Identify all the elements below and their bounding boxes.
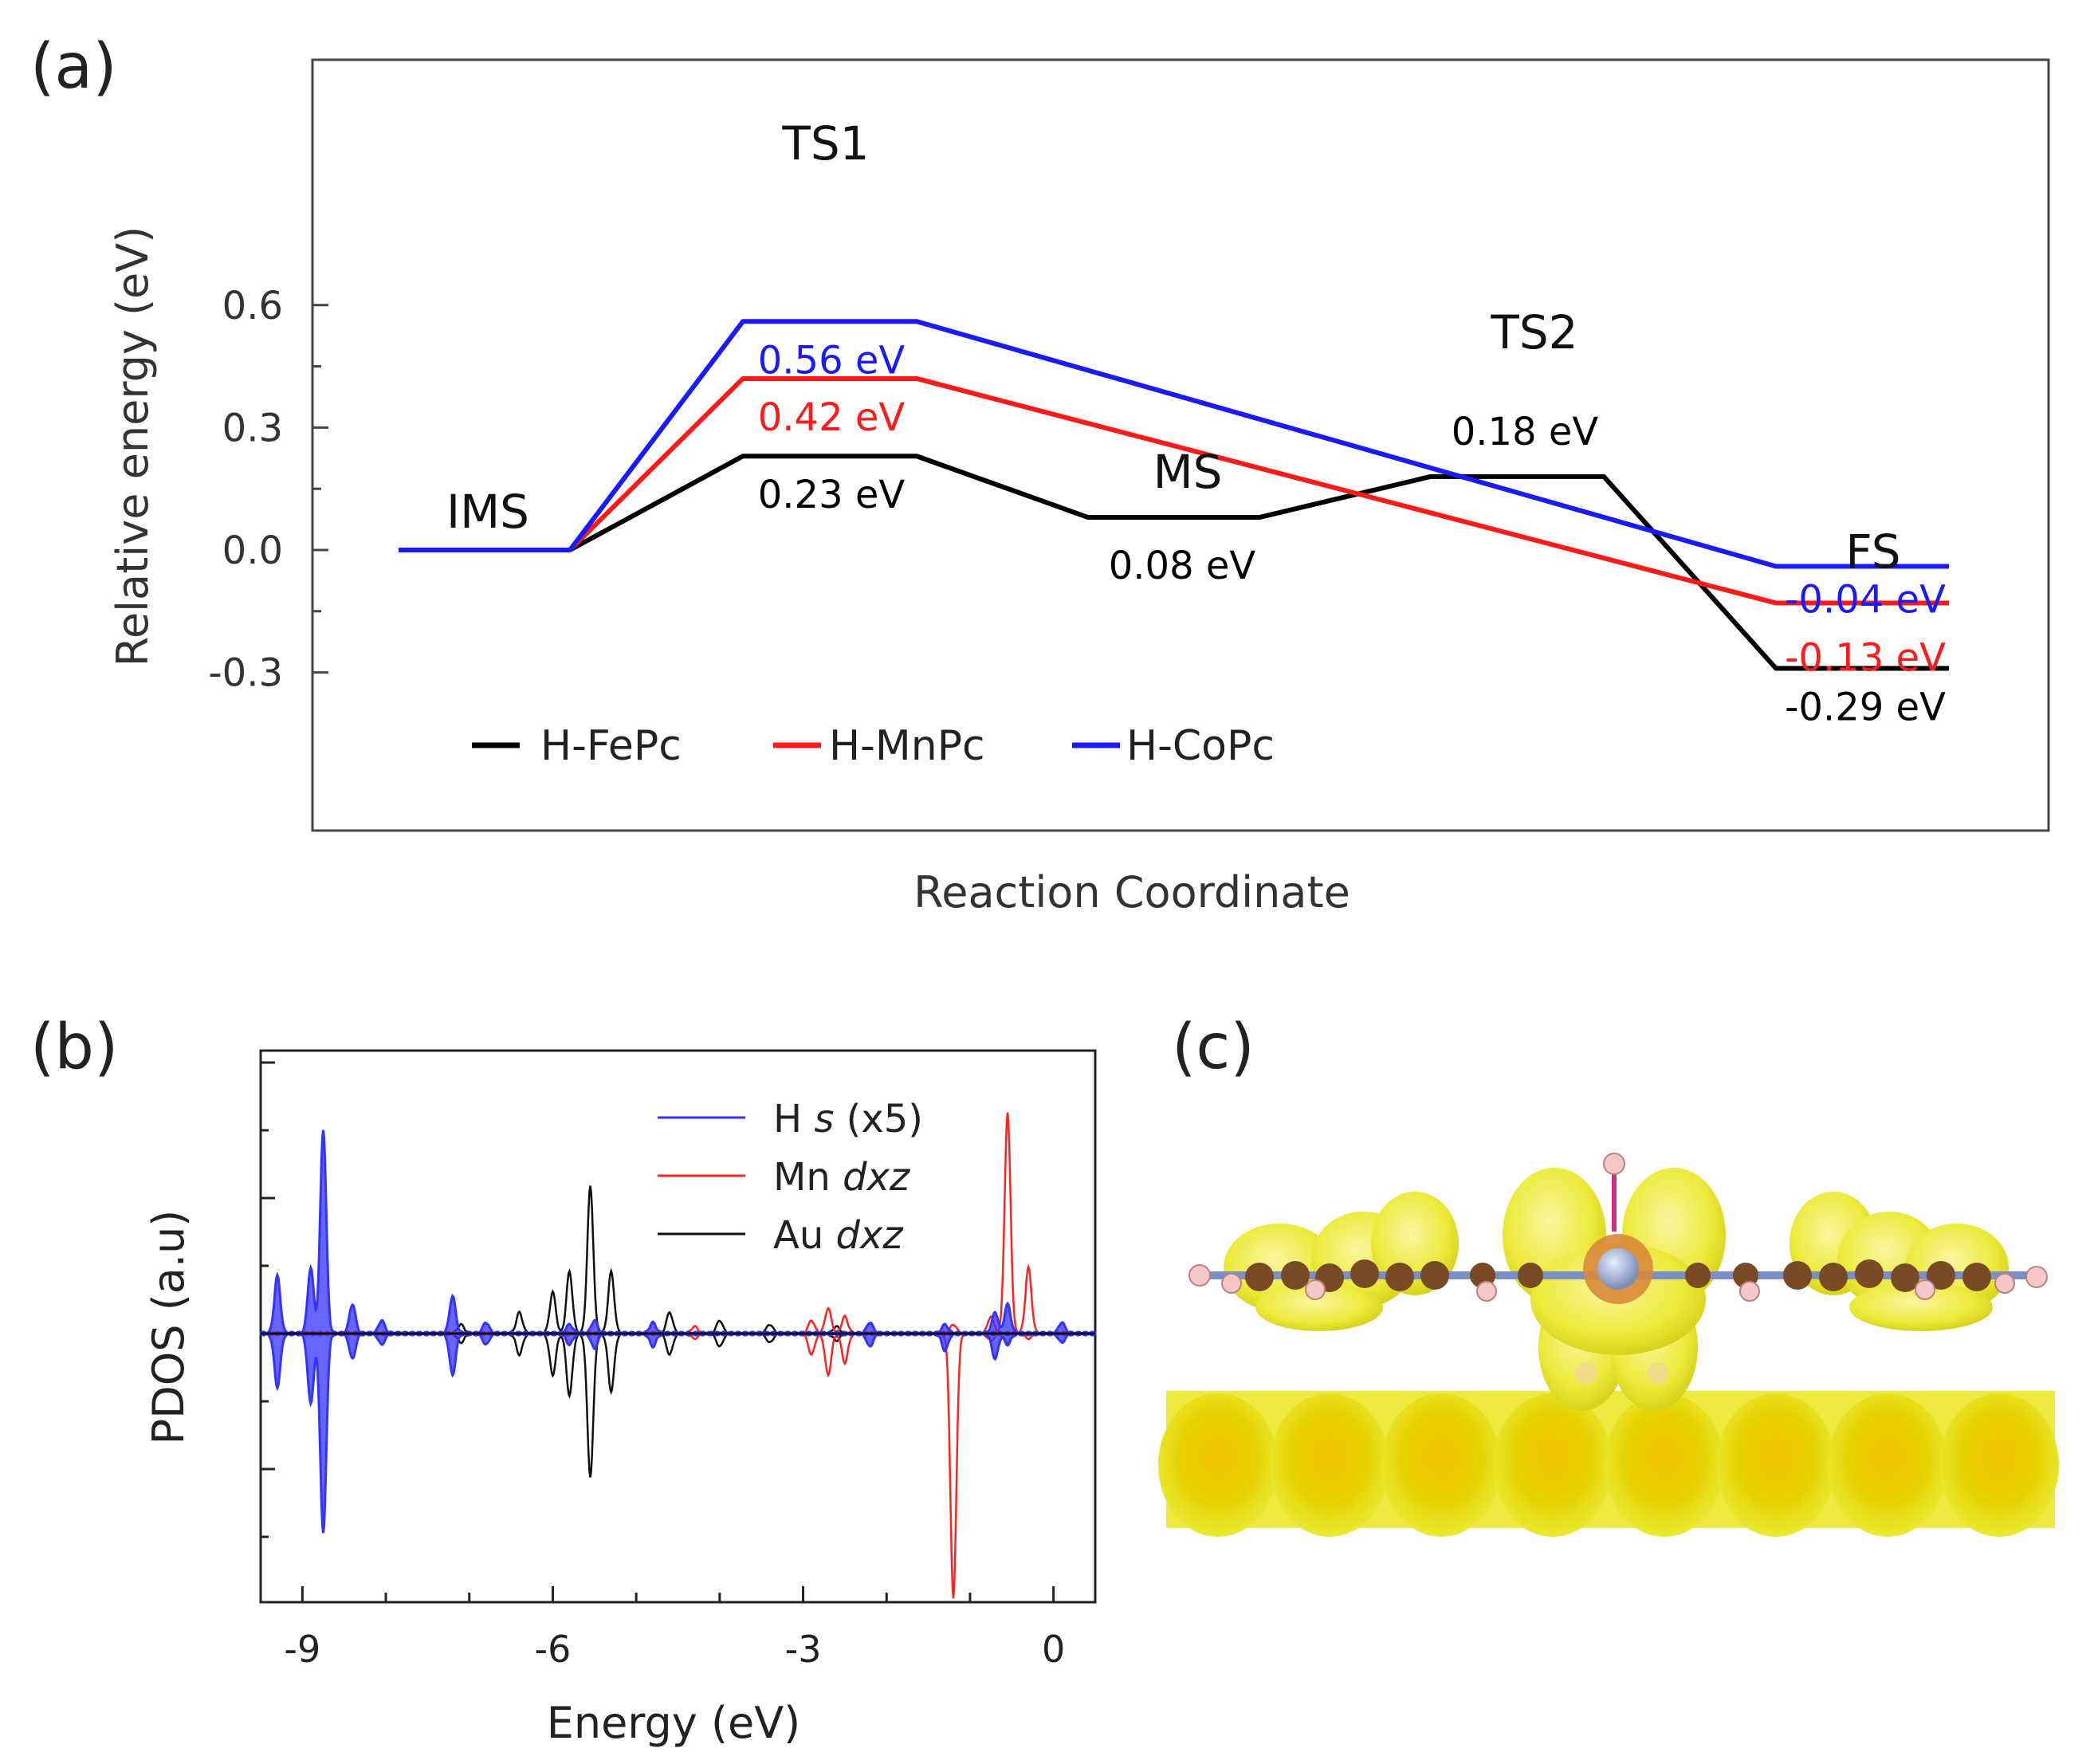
energy-label-h-fepc-ts1: 0.23 eV [758,473,906,517]
c-atom-6 [1420,1261,1449,1290]
gold-substrate-layer [1158,1391,2059,1537]
state-label-ims: IMS [446,485,529,539]
mn-atom [1597,1248,1639,1290]
h-atom-left-end [1188,1264,1211,1287]
phthalocyanine-molecule [1188,1153,2048,1385]
au-atom-4 [1493,1393,1613,1537]
legend-b: H s (x5) Mn dxz Au dxz [658,1097,923,1258]
c-atom-2 [1281,1261,1310,1290]
energy-label-h-mnpc-ts1: 0.42 eV [758,395,906,440]
energy-value-labels: 0.23 eV 0.08 eV 0.18 eV -0.29 eV 0.42 eV -0.1… [758,338,1946,729]
series-line-h-copc [399,319,1949,569]
c-atom-5 [1385,1263,1414,1291]
lobe-left-4 [1255,1283,1383,1331]
y-tick-label: -0.3 [208,651,283,696]
y-axis-title: Relative energy (eV) [108,226,158,667]
h-atom-4 [1739,1281,1760,1302]
pdos-x-tick-label: -9 [284,1628,320,1671]
c-atom-14 [1891,1263,1919,1292]
energy-label-h-fepc-ms: 0.08 eV [1109,544,1256,588]
au-atom-1 [1158,1393,1278,1537]
au-atom-5 [1605,1393,1724,1537]
legend-label-mnpc: H-MnPc [829,722,985,770]
state-label-ts2: TS2 [1490,305,1577,359]
h-atom-5 [1915,1279,1935,1300]
pdos-series [259,1112,1097,1599]
lobe-right-4 [1849,1283,1993,1331]
plot-b-frame [259,1049,1097,1604]
pdos-x-tick-label: -3 [785,1628,822,1671]
au-atom-7 [1828,1393,1947,1537]
pdos-x-axis-title: Energy (eV) [547,1698,801,1748]
c-atom-15 [1927,1261,1955,1290]
under-atom-right [1647,1362,1669,1385]
under-atom-left [1575,1362,1597,1385]
pdos-trace-au-up [260,1185,1096,1335]
pdos-trace-h-down [259,1332,1097,1534]
pdos-x-tick-label: -6 [535,1628,572,1671]
c-atom-1 [1245,1263,1274,1291]
energy-label-h-mnpc-fs: -0.13 eV [1785,636,1946,681]
c-atom-12 [1819,1263,1848,1291]
legend-label-au-dxz: Au dxz [773,1213,904,1258]
y-tick-label: 0.3 [222,406,283,450]
series-line-h-fepc [399,454,1949,671]
pdos-trace-au-down [260,1332,1096,1478]
pdos-x-tick-label: 0 [1042,1628,1065,1671]
c-atom-9 [1685,1263,1711,1288]
energy-label-h-fepc-ts2: 0.18 eV [1452,410,1599,454]
energy-label-h-fepc-fs: -0.29 eV [1785,685,1946,729]
panel-a-label: (a) [30,31,117,103]
panel-c-label: (c) [1172,1012,1255,1083]
h-atom-1 [1221,1273,1242,1294]
state-label-fs: FS [1845,524,1900,579]
pdos-trace-h-up [259,1130,1097,1335]
h-atom-right-end [2025,1266,2048,1288]
pdos-chart: -9 -6 -3 0 PDOS (a.u) Energy (eV) H s (x5) … [143,1049,1097,1748]
charge-density-isosurface [1158,1153,2059,1537]
plot-a-frame [311,58,2050,832]
y-tick-label: 0.0 [222,528,283,573]
adsorbed-h-atom [1603,1153,1625,1175]
y-axis-ticks: 0.6 0.3 0.0 -0.3 [208,284,328,696]
au-atom-6 [1716,1393,1836,1537]
legend-label-fepc: H-FePc [540,722,682,770]
h-atom-6 [1994,1273,2015,1294]
c-atom-16 [1962,1263,1991,1291]
pdos-x-ticks: -9 -6 -3 0 [284,1586,1065,1671]
h-atom-2 [1305,1279,1326,1300]
energy-series-lines [399,319,1949,671]
c-atom-8 [1518,1263,1543,1288]
x-axis-title: Reaction Coordinate [913,867,1350,917]
legend-a: H-FePc H-MnPc H-CoPc [472,722,1275,770]
h-atom-3 [1476,1281,1497,1302]
molecule-atoms [1188,1259,2048,1302]
legend-label-mn-dxz: Mn dxz [773,1155,911,1200]
legend-label-h-s: H s (x5) [773,1097,923,1141]
c-atom-11 [1783,1261,1812,1290]
energy-label-h-copc-fs: -0.04 eV [1785,577,1946,622]
pdos-trace-mn-up [260,1112,1096,1335]
state-label-ts1: TS1 [781,116,869,171]
c-atom-4 [1350,1259,1379,1288]
energy-label-h-copc-ts1: 0.56 eV [758,338,906,383]
legend-label-copc: H-CoPc [1126,722,1275,770]
au-atom-8 [1939,1393,2059,1537]
pdos-y-axis-title: PDOS (a.u) [143,1210,194,1445]
panel-b-label: (b) [30,1012,118,1083]
energy-profile-chart: 0.6 0.3 0.0 -0.3 0.23 eV 0.08 eV 0.18 eV -0.29… [108,58,2050,917]
au-atom-2 [1270,1393,1389,1537]
y-tick-label: 0.6 [222,284,283,328]
state-label-ms: MS [1153,445,1223,499]
au-atom-3 [1381,1393,1501,1537]
c-atom-13 [1855,1259,1884,1288]
pdos-trace-mn-down [260,1332,1096,1599]
